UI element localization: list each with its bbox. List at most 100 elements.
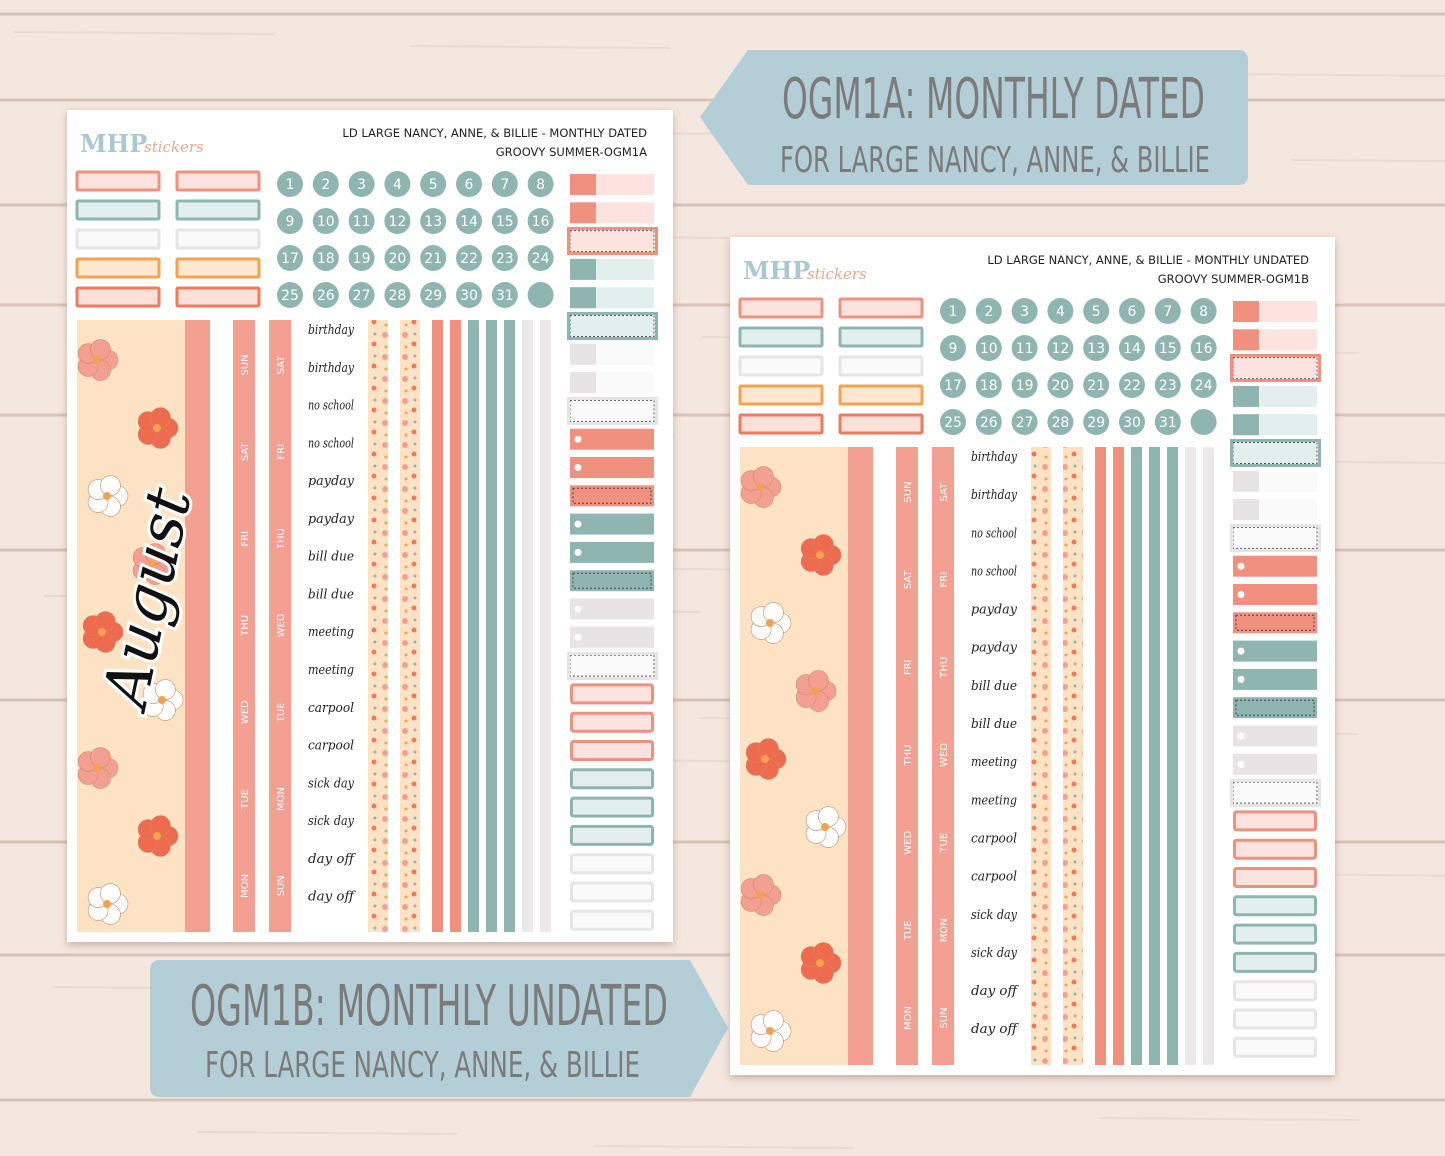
date-number: 30 — [1123, 415, 1141, 431]
date-dot — [940, 298, 966, 324]
word-sticker: birthday — [971, 450, 1018, 465]
day-label: SUN — [240, 354, 251, 375]
word-sticker: sick day — [308, 776, 355, 791]
washi-strip — [400, 320, 420, 932]
label-box — [1233, 1036, 1317, 1058]
petal — [90, 339, 111, 360]
sheet-header: LD LARGE NANCY, ANNE, & BILLIE - MONTHLY… — [342, 126, 647, 140]
label-box — [1233, 697, 1317, 719]
day-label: SAT — [939, 482, 950, 502]
date-number: 14 — [1123, 341, 1141, 357]
date-dot — [312, 245, 339, 271]
label-box — [838, 413, 924, 435]
word-sticker: payday — [971, 641, 1018, 656]
date-number: 18 — [980, 378, 998, 394]
label-dot — [1237, 732, 1245, 740]
day-label: THU — [939, 657, 950, 679]
date-dot — [1083, 298, 1110, 324]
date-number: 29 — [424, 288, 442, 304]
label-box — [1233, 612, 1317, 634]
banner-shape — [700, 50, 1248, 185]
label-box — [570, 541, 654, 563]
logo-script: stickers — [144, 138, 204, 156]
label-box — [838, 326, 924, 348]
word-sticker: bill due — [971, 679, 1017, 694]
banner-shape — [150, 960, 728, 1097]
date-number: 8 — [536, 177, 545, 193]
label-dot — [574, 464, 582, 471]
day-label: TUE — [240, 789, 251, 810]
date-number: 14 — [460, 214, 478, 230]
label-tab — [570, 258, 596, 280]
date-dot — [491, 171, 518, 197]
logo: MHP — [80, 129, 147, 158]
day-label: TUE — [276, 702, 287, 723]
label-inner — [572, 487, 652, 504]
date-dot — [975, 298, 1002, 324]
wood-grain — [196, 1131, 458, 1135]
date-number: 10 — [980, 341, 998, 357]
flower-center — [761, 755, 769, 763]
stripe — [1167, 447, 1178, 1065]
label-box — [1233, 895, 1317, 917]
date-dot — [420, 245, 447, 271]
label-box — [1232, 442, 1318, 464]
date-dot — [1154, 335, 1181, 361]
date-dot — [1047, 372, 1074, 398]
date-number: 5 — [1092, 304, 1101, 320]
date-dot — [1190, 409, 1217, 435]
date-number: 2 — [984, 304, 993, 320]
word-sticker: meeting — [971, 755, 1017, 770]
date-number: 16 — [532, 214, 550, 230]
day-label: FRI — [939, 572, 950, 588]
label-box — [1233, 668, 1317, 690]
date-dot — [940, 409, 966, 435]
logo: MHP — [743, 256, 810, 285]
label-box — [75, 199, 161, 221]
word-sticker: day off — [308, 890, 357, 905]
label-box — [175, 257, 261, 279]
date-number: 17 — [281, 251, 299, 267]
date-number: 13 — [424, 214, 442, 230]
wood-grain — [410, 45, 672, 49]
date-dot — [1119, 372, 1145, 398]
flower-center — [756, 483, 764, 491]
flower — [740, 874, 782, 916]
petal — [753, 874, 774, 895]
label-box — [175, 170, 261, 192]
flower — [137, 815, 179, 857]
label-box — [570, 909, 654, 931]
label-inner — [572, 572, 652, 589]
label-box — [570, 711, 654, 733]
date-dot — [420, 282, 447, 308]
date-number: 28 — [388, 288, 406, 304]
date-dot — [456, 171, 482, 197]
date-number: 28 — [1051, 415, 1069, 431]
label-box — [570, 598, 654, 620]
date-number: 24 — [1195, 378, 1213, 394]
date-dot — [312, 282, 339, 308]
flower — [800, 942, 842, 984]
day-label: MON — [903, 1006, 914, 1030]
date-number: 12 — [1051, 341, 1069, 357]
label-tab — [1233, 385, 1259, 407]
day-label: MON — [276, 787, 287, 811]
date-number: 1 — [286, 177, 295, 193]
day-label: SUN — [276, 875, 287, 896]
date-dot — [1190, 372, 1217, 398]
date-dot — [1083, 335, 1110, 361]
sheet-header: GROOVY SUMMER-OGM1A — [496, 145, 647, 159]
date-dot — [348, 282, 375, 308]
label-box — [570, 570, 654, 592]
flower-center — [153, 424, 161, 432]
date-number: 11 — [1016, 341, 1034, 357]
date-number: 22 — [460, 251, 478, 267]
day-label: MON — [939, 918, 950, 942]
date-dot — [312, 208, 339, 234]
date-number: 12 — [388, 214, 406, 230]
flower-center — [766, 619, 774, 627]
label-box — [175, 228, 261, 250]
date-dot — [1011, 409, 1038, 435]
word-sticker: day off — [308, 852, 357, 867]
